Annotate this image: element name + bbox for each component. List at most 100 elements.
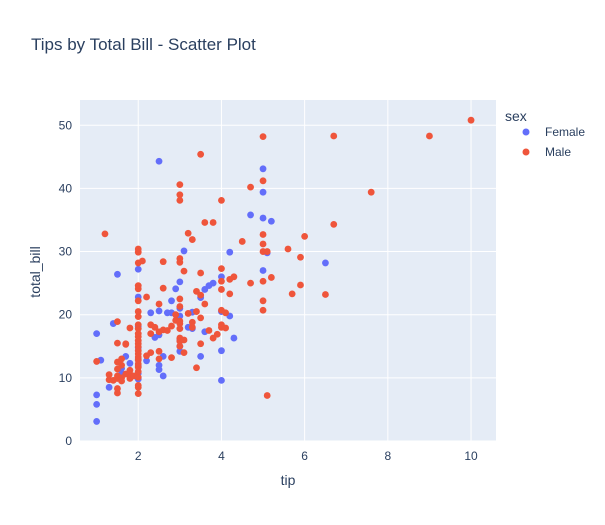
data-point-male[interactable] [301,233,309,240]
data-point-male[interactable] [288,290,296,298]
data-point-male[interactable] [176,325,184,332]
data-point-male[interactable] [330,221,338,228]
data-point-male[interactable] [143,293,150,301]
data-point-female[interactable] [105,383,113,391]
data-point-male[interactable] [197,314,205,322]
data-point-male[interactable] [180,349,188,356]
data-point-male[interactable] [201,219,209,226]
data-point-male[interactable] [147,349,155,356]
data-point-male[interactable] [197,269,205,277]
data-point-male[interactable] [238,238,246,245]
data-point-male[interactable] [180,336,188,344]
data-point-male[interactable] [218,265,225,273]
data-point-male[interactable] [330,132,338,140]
legend-item-male[interactable]: Male [522,145,572,159]
data-point-female[interactable] [93,391,101,399]
data-point-male[interactable] [193,364,200,372]
data-point-male[interactable] [188,323,196,331]
data-point-male[interactable] [297,281,304,289]
data-point-male[interactable] [184,310,192,317]
data-point-male[interactable] [426,132,433,140]
legend-item-female[interactable]: Female [522,125,586,139]
data-point-male[interactable] [155,347,163,355]
data-point-male[interactable] [188,236,196,243]
data-point-male[interactable] [259,133,267,141]
data-point-male[interactable] [367,188,375,196]
data-point-male[interactable] [209,219,217,226]
data-point-female[interactable] [267,217,275,225]
data-point-female[interactable] [259,214,267,222]
data-point-female[interactable] [259,165,267,173]
data-point-male[interactable] [247,183,254,191]
data-point-female[interactable] [93,330,101,338]
data-point-male[interactable] [284,245,292,253]
data-point-male[interactable] [197,291,205,299]
data-point-male[interactable] [134,313,142,320]
data-point-male[interactable] [176,317,184,325]
data-point-male[interactable] [322,291,329,298]
data-point-male[interactable] [259,177,267,185]
data-point-male[interactable] [126,366,134,374]
data-point-male[interactable] [259,297,267,305]
data-point-male[interactable] [176,197,184,204]
data-point-female[interactable] [197,352,205,360]
data-point-male[interactable] [134,308,142,315]
data-point-male[interactable] [184,229,192,237]
data-point-male[interactable] [134,373,142,381]
data-point-male[interactable] [230,273,238,281]
data-point-male[interactable] [114,318,121,326]
data-point-male[interactable] [259,240,267,248]
data-point-female[interactable] [126,359,134,367]
data-point-female[interactable] [322,259,329,267]
data-point-male[interactable] [188,318,196,326]
data-point-male[interactable] [147,330,155,338]
data-point-male[interactable] [297,253,304,261]
data-point-male[interactable] [114,385,121,392]
data-point-male[interactable] [134,390,142,398]
data-point-male[interactable] [263,392,271,399]
data-point-male[interactable] [134,245,142,253]
data-point-male[interactable] [267,274,275,281]
data-point-male[interactable] [134,382,142,389]
data-point-male[interactable] [226,290,234,298]
data-point-male[interactable] [176,295,184,303]
data-point-male[interactable] [213,330,221,338]
data-point-male[interactable] [176,191,184,199]
data-point-male[interactable] [218,286,225,293]
data-point-male[interactable] [168,354,175,362]
data-point-female[interactable] [226,248,234,256]
data-point-male[interactable] [118,355,125,363]
data-point-male[interactable] [467,116,475,124]
data-point-female[interactable] [155,307,163,315]
data-point-male[interactable] [176,303,184,310]
data-point-female[interactable] [247,211,254,219]
data-point-female[interactable] [172,285,180,293]
data-point-male[interactable] [163,327,171,334]
data-point-male[interactable] [176,181,184,189]
data-point-male[interactable] [259,306,267,314]
data-point-male[interactable] [155,300,163,308]
data-point-female[interactable] [93,400,101,408]
data-point-male[interactable] [151,323,159,331]
data-point-male[interactable] [259,231,267,238]
data-point-female[interactable] [209,279,217,287]
data-point-female[interactable] [218,347,225,355]
data-point-male[interactable] [168,322,175,330]
data-point-male[interactable] [176,342,184,350]
data-point-male[interactable] [134,321,142,329]
data-point-male[interactable] [159,258,167,266]
data-point-male[interactable] [201,300,209,308]
data-point-male[interactable] [126,324,134,332]
data-point-male[interactable] [114,339,121,347]
data-point-male[interactable] [218,197,225,204]
data-point-female[interactable] [218,376,225,384]
data-point-male[interactable] [180,267,188,275]
data-point-female[interactable] [134,265,142,273]
data-point-male[interactable] [197,150,205,158]
data-point-male[interactable] [205,327,213,334]
data-point-female[interactable] [143,357,150,365]
data-point-male[interactable] [259,277,267,285]
data-point-male[interactable] [247,279,254,287]
data-point-male[interactable] [118,361,125,369]
data-point-female[interactable] [155,366,163,374]
